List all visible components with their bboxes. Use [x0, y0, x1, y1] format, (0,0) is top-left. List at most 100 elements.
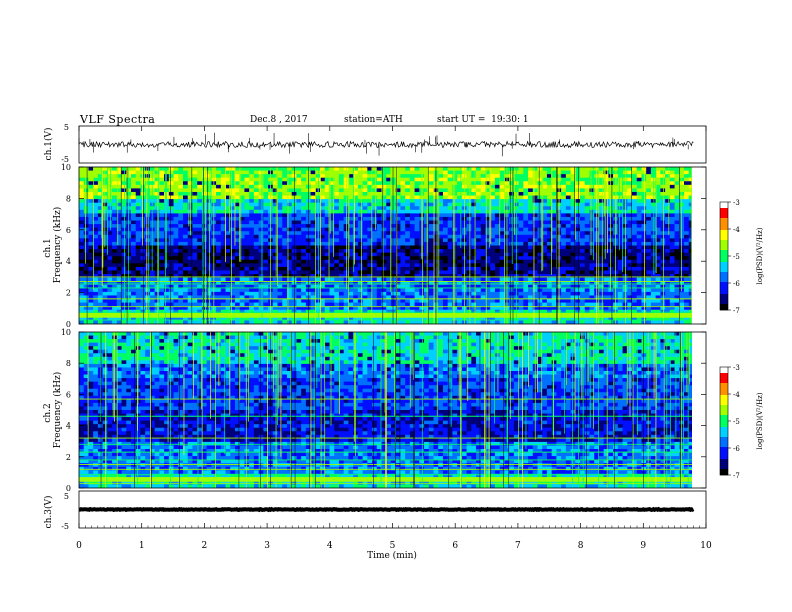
spectrogram-cell [428, 291, 434, 296]
spectrogram-cell [542, 291, 548, 296]
spectrogram-cell [617, 216, 623, 221]
spectrogram-cell [154, 266, 160, 271]
spectrogram-cell [225, 199, 231, 204]
spectrogram-cell [168, 241, 174, 246]
spectrogram-cell [476, 256, 482, 261]
spectrogram-cell [655, 299, 661, 303]
spectrogram-cell [225, 213, 231, 218]
spectrogram-cell [580, 234, 586, 239]
spectrogram-cell [442, 291, 449, 296]
spectrogram-cell [353, 220, 359, 225]
spectrogram-cell [310, 256, 316, 261]
spectrogram-cell [83, 299, 89, 303]
spectrogram-cell [79, 181, 85, 186]
spectrogram-cell [575, 274, 581, 279]
spectrogram-cell [518, 167, 524, 171]
spectrogram-cell [296, 249, 302, 254]
spectrogram-cell [641, 281, 647, 286]
spectrogram-cell [357, 199, 363, 204]
spectrogram-cell [608, 295, 614, 300]
spectrogram-cell [253, 259, 260, 264]
spectrogram-cell [494, 270, 501, 275]
spectrogram-cell [457, 184, 463, 189]
spectrogram-cell [584, 249, 590, 254]
spectrogram-cell [466, 202, 472, 207]
spectrogram-cell [632, 299, 638, 303]
spectrogram-cell [632, 209, 638, 214]
spectrogram-cell [447, 284, 453, 289]
spectrogram-cell [329, 295, 335, 300]
spectrogram-cell [201, 281, 208, 286]
spectrogram-cell [79, 202, 85, 207]
spectrogram-cell [523, 177, 529, 182]
spectrogram-cell [575, 277, 581, 282]
spectrogram-cell [565, 263, 571, 268]
spectrogram-cell [660, 277, 666, 282]
spectrogram-cell [584, 220, 590, 225]
spectrogram-cell [608, 277, 614, 282]
spectrogram-cell [660, 256, 666, 261]
spectrogram-cell [438, 174, 444, 179]
spectrogram-cell [655, 227, 661, 232]
spectrogram-cell [182, 231, 189, 236]
spectrogram-cell [159, 252, 165, 257]
spectrogram-cell [537, 288, 543, 293]
spectrogram-cell [622, 195, 628, 200]
spectrogram-cell [182, 249, 189, 254]
spectrogram-cell [641, 245, 647, 250]
spectrogram-cell [225, 231, 231, 236]
spectrogram-cell [338, 299, 345, 303]
spectrogram-cell [419, 277, 425, 282]
spectrogram-cell [145, 238, 151, 243]
spectrogram-cell [310, 234, 316, 239]
spectrogram-cell [688, 174, 692, 179]
spectrogram-cell [537, 284, 543, 289]
spectrogram-cell [338, 231, 345, 236]
spectrogram-cell [546, 263, 553, 268]
spectrogram-cell [390, 188, 397, 193]
spectrogram-cell [414, 177, 420, 182]
spectrogram-cell [225, 252, 231, 257]
spectrogram-cell [386, 170, 392, 175]
spectrogram-cell [575, 227, 581, 232]
spectrogram-cell [239, 259, 245, 264]
spectrogram-cell [494, 245, 501, 250]
spectrogram-cell [154, 167, 160, 171]
spectrogram-cell [282, 259, 288, 264]
spectrogram-cell [674, 256, 680, 261]
spectrogram-cell [168, 177, 174, 182]
spectrogram-cell [490, 284, 496, 289]
spectrogram-cell [168, 184, 174, 189]
spectrogram-cell [509, 299, 515, 303]
spectrogram-cell [249, 227, 255, 232]
spectrogram-cell [239, 167, 245, 171]
spectrogram-cell [225, 216, 231, 221]
spectrogram-cell [244, 195, 250, 200]
spectrogram-cell [518, 266, 524, 271]
spectrogram-cell [192, 224, 198, 229]
spectrogram-cell [537, 291, 543, 296]
spectrogram-cell [324, 170, 330, 175]
spectrogram-cell [641, 220, 647, 225]
spectrogram-cell [447, 224, 453, 229]
spectrogram-cell [646, 238, 652, 243]
spectrogram-cell [234, 281, 241, 286]
spectrogram-cell [542, 184, 548, 189]
spectrogram-cell [93, 252, 99, 257]
spectrogram-cell [135, 209, 141, 214]
spectrogram-cell [551, 188, 557, 193]
spectrogram-cell [97, 241, 104, 246]
spectrogram-cell [528, 216, 534, 221]
spectrogram-cell [154, 191, 160, 196]
spectrogram-cell [112, 216, 118, 221]
spectrogram-cell [617, 238, 623, 243]
spectrogram-cell [589, 291, 595, 296]
spectrogram-cell [655, 291, 661, 296]
spectrogram-cell [688, 227, 692, 232]
spectrogram-cell [140, 252, 146, 257]
spectrogram-cell [130, 234, 137, 239]
spectrogram-cell [485, 263, 491, 268]
spectrogram-cell [532, 195, 538, 200]
spectrogram-cell [112, 249, 118, 254]
spectrogram-cell [471, 238, 477, 243]
